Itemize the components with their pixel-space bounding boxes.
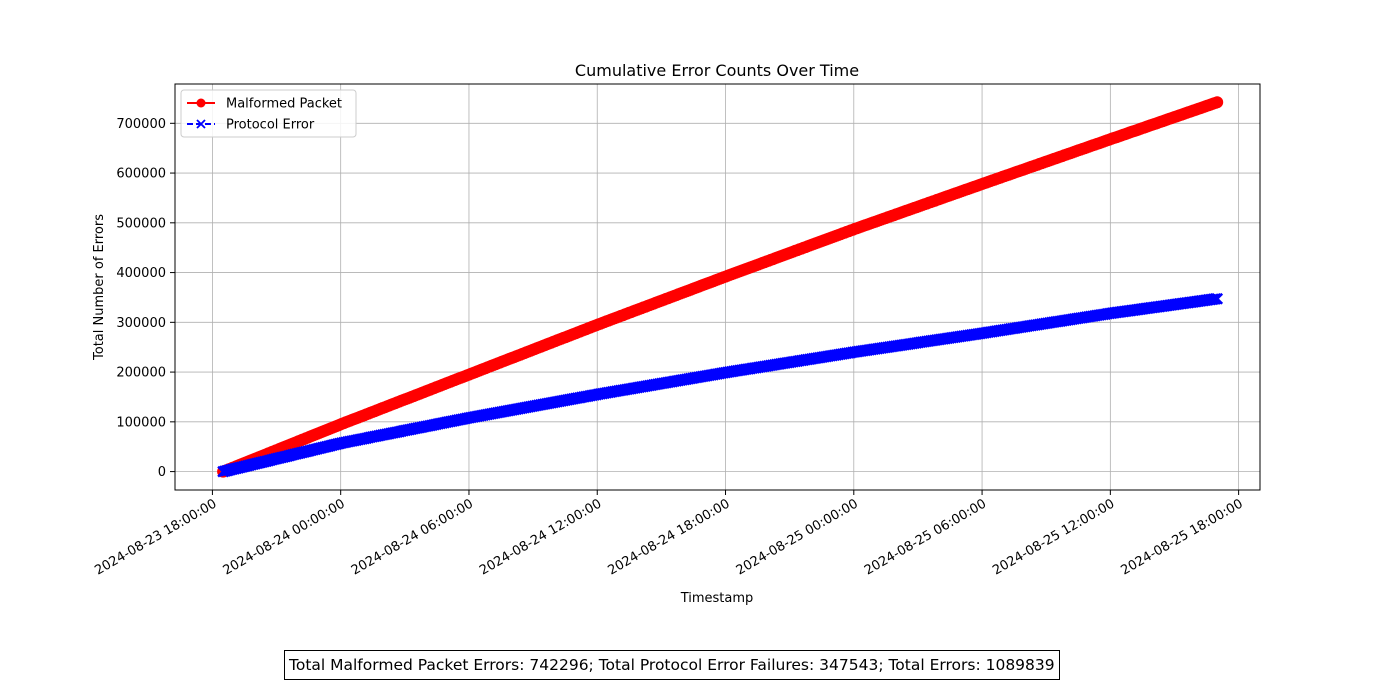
data-point-protocol-error <box>981 332 984 335</box>
y-axis-label: Total Number of Errors <box>92 214 107 361</box>
data-point-protocol-error <box>596 393 599 396</box>
data-point-protocol-error <box>222 470 225 473</box>
x-tick-label: 2024-08-24 12:00:00 <box>477 496 604 578</box>
series-markers-malformed-packet <box>217 96 1224 478</box>
data-point-malformed-packet <box>724 275 727 278</box>
y-tick-label: 200000 <box>116 366 166 381</box>
series-malformed-packet <box>217 96 1224 478</box>
series-layer <box>217 96 1224 478</box>
y-axis: 0 100000 200000 300000 400000 500000 600000 700… <box>116 117 175 480</box>
x-axis: 2024-08-23 18:00:00 2024-08-24 00:00:00 20… <box>92 490 1246 579</box>
data-point-malformed-packet <box>596 323 599 326</box>
y-tick-label: 300000 <box>116 316 166 331</box>
x-tick-label: 2024-08-25 18:00:00 <box>1119 496 1246 578</box>
x-axis-label: Timestamp <box>680 591 754 606</box>
series-markers-protocol-error <box>217 292 1224 478</box>
data-point-protocol-error <box>467 416 470 419</box>
series-protocol-error <box>217 292 1224 478</box>
legend-box <box>180 89 357 138</box>
y-tick-label: 500000 <box>116 216 166 231</box>
data-point-malformed-packet <box>339 423 342 426</box>
x-tick-label: 2024-08-24 00:00:00 <box>221 496 348 578</box>
plot-frame <box>174 83 1261 491</box>
data-point-malformed-packet <box>1216 101 1219 104</box>
legend-marker-malformed-packet <box>196 98 206 108</box>
y-tick-label: 0 <box>158 465 166 480</box>
y-tick-label: 700000 <box>116 117 166 132</box>
legend-label-malformed-packet: Malformed Packet <box>226 97 342 112</box>
y-tick-label: 100000 <box>116 415 166 430</box>
data-point-malformed-packet <box>467 373 470 376</box>
data-point-protocol-error <box>339 442 342 445</box>
data-point-protocol-error <box>852 351 855 354</box>
x-tick-label: 2024-08-24 18:00:00 <box>605 496 732 578</box>
legend: Malformed Packet Protocol Error <box>180 89 357 138</box>
x-tick-label: 2024-08-25 06:00:00 <box>862 496 989 578</box>
legend-label-protocol-error: Protocol Error <box>226 118 315 133</box>
legend-marker-protocol-error <box>196 119 206 129</box>
chart-title: Cumulative Error Counts Over Time <box>575 61 859 80</box>
summary-box: Total Malformed Packet Errors: 742296; T… <box>284 650 1060 680</box>
y-tick-label: 400000 <box>116 266 166 281</box>
data-point-protocol-error <box>724 371 727 374</box>
x-tick-label: 2024-08-24 06:00:00 <box>349 496 476 578</box>
y-tick-label: 600000 <box>116 167 166 182</box>
x-tick-label: 2024-08-23 18:00:00 <box>92 496 219 578</box>
data-point-protocol-error <box>1109 312 1112 315</box>
data-point-protocol-error <box>1216 297 1219 300</box>
legend-x-marker <box>196 119 206 129</box>
data-point-malformed-packet <box>852 228 855 231</box>
data-point-malformed-packet <box>981 183 984 186</box>
x-tick-label: 2024-08-25 12:00:00 <box>990 496 1117 578</box>
data-point-malformed-packet <box>1109 138 1112 141</box>
x-tick-label: 2024-08-25 00:00:00 <box>734 496 861 578</box>
